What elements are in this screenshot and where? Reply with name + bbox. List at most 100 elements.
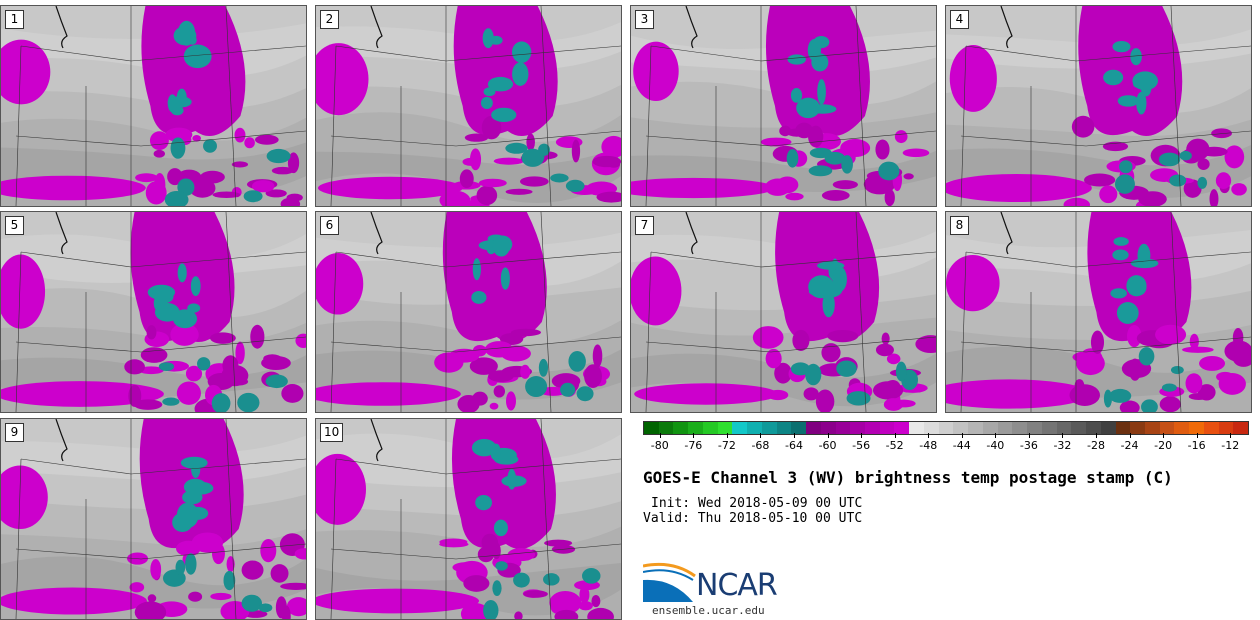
colorbar-tick [894, 433, 896, 438]
colorbar-swatch [850, 422, 866, 434]
colorbar-tick-label: -20 [1154, 439, 1173, 452]
logo-url: ensemble.ucar.edu [652, 604, 765, 617]
colorbar-tick-label: -28 [1087, 439, 1105, 452]
colorbar-swatch [968, 422, 983, 434]
colorbar-tick [1196, 433, 1198, 438]
panel-label: 1 [5, 10, 24, 29]
stamp-panel-9: 9 [0, 418, 307, 620]
colorbar-swatch [644, 422, 659, 434]
colorbar-swatch [791, 422, 807, 434]
colorbar-tick [1028, 433, 1030, 438]
colorbar-swatch [1189, 422, 1204, 434]
stamp-panel-5: 5 [0, 211, 307, 413]
colorbar-swatch [997, 422, 1013, 434]
colorbar-swatch [865, 422, 880, 434]
colorbar-tick-label: -76 [684, 439, 703, 452]
colorbar-tick [760, 433, 762, 438]
colorbar-tick-label: -12 [1221, 439, 1240, 452]
init-time: Init: Wed 2018-05-09 00 UTC [651, 496, 863, 511]
colorbar-swatch [732, 422, 748, 434]
colorbar-swatch [909, 422, 924, 434]
colorbar-swatch [1086, 422, 1101, 434]
colorbar-tick [827, 433, 829, 438]
colorbar-swatch [1130, 422, 1145, 434]
stamp-panel-8: 8 [945, 211, 1252, 413]
colorbar-swatch [702, 422, 718, 434]
colorbar-tick [693, 433, 695, 438]
colorbar-swatch [761, 422, 777, 434]
colorbar-tick [1096, 433, 1097, 438]
water-vapor-field [631, 212, 936, 412]
panel-label: 3 [635, 10, 654, 29]
colorbar-swatch [806, 422, 821, 434]
colorbar-tick-label: -40 [986, 439, 1005, 452]
colorbar-swatch [982, 422, 998, 434]
colorbar-tick-label: -56 [852, 439, 871, 452]
water-vapor-field [1, 6, 306, 206]
stamp-panel-3: 3 [630, 5, 937, 207]
colorbar-swatch [1159, 422, 1175, 434]
colorbar-tick-label: -52 [885, 439, 904, 452]
colorbar-swatch [938, 422, 954, 434]
logo-wordmark: NCAR [696, 568, 778, 603]
colorbar-tick [861, 433, 863, 438]
colorbar-swatch [1012, 422, 1028, 434]
colorbar-tick [995, 433, 997, 438]
panel-label: 6 [320, 216, 339, 235]
colorbar [643, 421, 1249, 435]
water-vapor-field [946, 6, 1251, 206]
stamp-panel-7: 7 [630, 211, 937, 413]
colorbar-tick [961, 433, 963, 438]
colorbar-swatch [1174, 422, 1190, 434]
panel-label: 9 [5, 423, 24, 442]
colorbar-tick-label: -36 [1019, 439, 1038, 452]
water-vapor-field [1, 212, 306, 412]
colorbar-swatch [923, 422, 939, 434]
stamp-panel-10: 10 [315, 418, 622, 620]
colorbar-swatch [1100, 422, 1116, 434]
panel-label: 10 [320, 423, 344, 442]
colorbar-swatch [1144, 422, 1160, 434]
colorbar-tick [1230, 433, 1232, 438]
colorbar-swatch [1056, 422, 1072, 434]
figure-title: GOES-E Channel 3 (WV) brightness temp po… [643, 468, 1173, 487]
colorbar-tick-label: -64 [785, 439, 803, 452]
colorbar-tick-label: -32 [1053, 439, 1072, 452]
colorbar-tick-label: -16 [1187, 439, 1206, 452]
colorbar-swatch [894, 422, 910, 434]
stamp-panel-6: 6 [315, 211, 622, 413]
colorbar-ticks: -80 -76 -72 -68 -64 -60 -56 -52 -48 -44 -40 -36 -32 -… [643, 433, 1247, 457]
colorbar-swatch [953, 422, 969, 434]
water-vapor-field [946, 212, 1251, 412]
water-vapor-field [316, 419, 621, 619]
colorbar-tick-label: -80 [650, 439, 669, 452]
colorbar-swatch [688, 422, 703, 434]
colorbar-swatch [1115, 422, 1131, 434]
colorbar-swatch [820, 422, 836, 434]
panel-label: 8 [950, 216, 969, 235]
water-vapor-field [316, 212, 621, 412]
colorbar-tick [794, 433, 795, 438]
colorbar-swatch [879, 422, 895, 434]
colorbar-tick-label: -72 [717, 439, 736, 452]
water-vapor-field [631, 6, 936, 206]
colorbar-swatch [1218, 422, 1234, 434]
colorbar-tick [1163, 433, 1165, 438]
colorbar-swatch [1071, 422, 1087, 434]
stamp-panel-1: 1 [0, 5, 307, 207]
water-vapor-field [316, 6, 621, 206]
stamp-panel-4: 4 [945, 5, 1252, 207]
panel-label: 5 [5, 216, 24, 235]
colorbar-tick-label: -48 [919, 439, 938, 452]
colorbar-tick [928, 433, 930, 438]
colorbar-tick-label: -60 [818, 439, 837, 452]
panel-label: 2 [320, 10, 339, 29]
colorbar-swatch [658, 422, 674, 434]
water-vapor-field [1, 419, 306, 619]
panel-label: 4 [950, 10, 969, 29]
colorbar-swatch [1027, 422, 1042, 434]
ncar-logo-icon [643, 562, 696, 602]
valid-time: Valid: Thu 2018-05-10 00 UTC [643, 511, 863, 526]
colorbar-tick-label: -24 [1120, 439, 1139, 452]
colorbar-swatch [1233, 422, 1249, 434]
